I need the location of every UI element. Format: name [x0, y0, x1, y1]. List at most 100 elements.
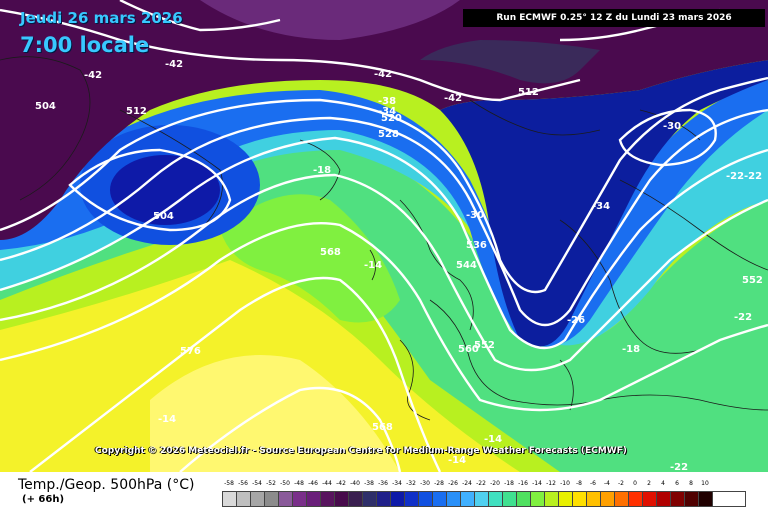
temp-label: -22 — [744, 171, 762, 182]
color-scale-swatch — [615, 492, 629, 506]
color-scale-label: -38 — [364, 480, 374, 487]
color-scale-swatch — [377, 492, 391, 506]
color-scale-swatch — [363, 492, 377, 506]
temp-label: -18 — [622, 344, 640, 355]
temperature-labels: -42 -42 -42 -42 -38 -34 -30 -34 -30 -26 … — [84, 59, 762, 472]
temp-label: -42 — [444, 93, 462, 104]
color-scale-label: -44 — [322, 480, 332, 487]
color-scale-label: -2 — [618, 480, 624, 487]
temp-label: -14 — [364, 260, 382, 271]
color-scale-swatch — [545, 492, 559, 506]
color-scale-label: -22 — [476, 480, 486, 487]
temp-label: -42 — [84, 70, 102, 81]
color-scale-swatch — [335, 492, 349, 506]
temp-label: -30 — [466, 210, 484, 221]
temp-label: -14 — [484, 434, 502, 445]
color-scale-label: 6 — [675, 480, 679, 487]
geop-label: 536 — [466, 240, 487, 251]
color-scale-swatch — [531, 492, 545, 506]
geop-label: 520 — [381, 113, 402, 124]
color-scale-label: -16 — [518, 480, 528, 487]
color-scale-swatch — [391, 492, 405, 506]
temperature-zone-dark-blue — [440, 60, 768, 347]
color-scale-swatch — [419, 492, 433, 506]
geop-label: 560 — [458, 344, 479, 355]
color-scale-label: -4 — [604, 480, 610, 487]
geop-label: 504 — [153, 211, 174, 222]
model-run-info: Run ECMWF 0.25° 12 Z du Lundi 23 mars 20… — [463, 9, 765, 27]
color-scale-label: 0 — [633, 480, 637, 487]
color-scale-swatch — [265, 492, 279, 506]
color-scale-swatch — [321, 492, 335, 506]
color-scale-swatch — [251, 492, 265, 506]
color-scale-swatch — [405, 492, 419, 506]
color-scale-label: -46 — [308, 480, 318, 487]
color-scale-swatch — [433, 492, 447, 506]
geop-label: 504 — [35, 101, 56, 112]
color-scale-swatch — [489, 492, 503, 506]
color-scale-swatch — [587, 492, 601, 506]
geop-label: 576 — [180, 346, 201, 357]
color-scale-label: -8 — [576, 480, 582, 487]
color-scale-swatch — [671, 492, 685, 506]
geop-label: 568 — [372, 422, 393, 433]
color-scale-label: -14 — [532, 480, 542, 487]
color-scale-swatch — [503, 492, 517, 506]
color-scale-swatch — [699, 492, 713, 506]
map-parameter-title: Temp./Geop. 500hPa (°C) — [18, 477, 195, 493]
temperature-zone-yellow-inner — [150, 355, 400, 472]
color-scale-swatch — [517, 492, 531, 506]
geop-label: 528 — [378, 129, 399, 140]
temp-label: -22 — [670, 462, 688, 472]
color-scale-label: -6 — [590, 480, 596, 487]
color-scale-label: 10 — [701, 480, 709, 487]
geop-label: 544 — [456, 260, 477, 271]
color-scale-label: -42 — [336, 480, 346, 487]
temperature-zone-light-purple — [200, 0, 460, 40]
temp-label: -14 — [448, 455, 466, 466]
color-scale-label: -58 — [224, 480, 234, 487]
color-scale-swatch — [447, 492, 461, 506]
color-scale-swatch — [657, 492, 671, 506]
temp-label: -42 — [165, 59, 183, 70]
color-scale-label: -30 — [420, 480, 430, 487]
forecast-hour: (+ 66h) — [22, 494, 65, 505]
temperature-zone-grey-purple — [420, 40, 600, 84]
color-scale-label: 2 — [647, 480, 651, 487]
temp-label: -34 — [378, 106, 396, 117]
temp-label: -26 — [567, 315, 585, 326]
color-scale-label: -32 — [406, 480, 416, 487]
color-scale-label: -28 — [434, 480, 444, 487]
color-scale-swatch — [629, 492, 643, 506]
color-scale-swatch — [559, 492, 573, 506]
color-scale: -58 -56 -54 -52 -50 -48 -46 -44 -42 -40 -38 -36 -34-… — [222, 480, 746, 507]
color-scale-label: -40 — [350, 480, 360, 487]
forecast-date: Jeudi 26 mars 2026 — [20, 9, 183, 27]
geop-label: 512 — [126, 106, 147, 117]
temp-label: -42 — [374, 69, 392, 80]
color-scale-boxes — [222, 491, 746, 507]
temp-label: -22 — [734, 312, 752, 323]
color-scale-swatch — [279, 492, 293, 506]
temp-label: -38 — [378, 96, 396, 107]
copyright-notice: Copyright © 2026 Meteociel.fr - Source E… — [95, 446, 627, 456]
temperature-zone-light-green — [220, 194, 400, 323]
geop-label: 552 — [742, 275, 763, 286]
color-scale-swatch — [293, 492, 307, 506]
color-scale-labels: -58 -56 -54 -52 -50 -48 -46 -44 -42 -40 -38 -36 -34-… — [222, 480, 746, 491]
weather-map: -42 -42 -42 -42 -38 -34 -30 -34 -30 -26 … — [0, 0, 768, 472]
color-scale-swatch — [307, 492, 321, 506]
color-scale-label: -54 — [252, 480, 262, 487]
geop-label: 512 — [518, 87, 539, 98]
color-scale-label: 8 — [689, 480, 693, 487]
geop-label: 552 — [474, 340, 495, 351]
color-scale-swatch — [349, 492, 363, 506]
temp-label: -14 — [158, 414, 176, 425]
color-scale-swatch — [461, 492, 475, 506]
temp-label: -30 — [663, 121, 681, 132]
geopotential-labels: 504 512 504 512 520 528 536 544 552 560 … — [35, 87, 763, 433]
color-scale-label: -24 — [462, 480, 472, 487]
color-scale-swatch — [573, 492, 587, 506]
color-scale-swatch — [237, 492, 251, 506]
color-scale-label: -52 — [266, 480, 276, 487]
